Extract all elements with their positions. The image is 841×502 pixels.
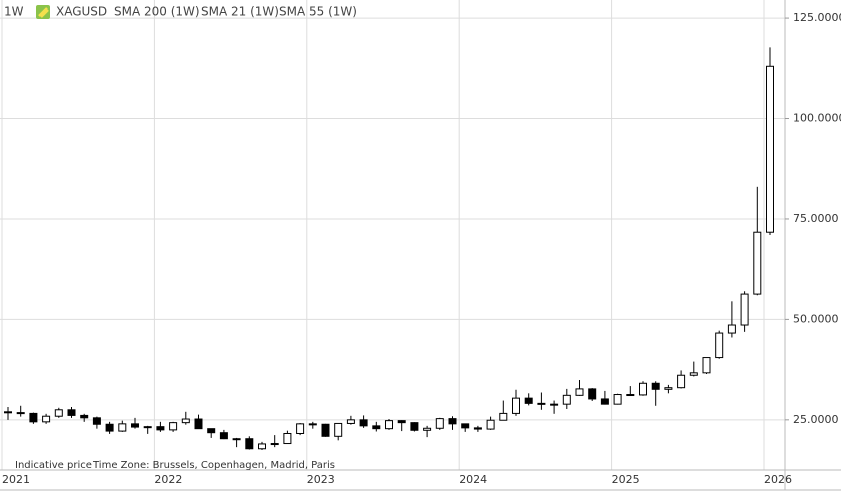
candle-body: [385, 420, 393, 430]
symbol[interactable]: XAGUSD: [56, 5, 107, 19]
candle-body: [54, 409, 63, 417]
candle-body: [397, 420, 406, 424]
candle-body: [321, 423, 330, 437]
timeframe[interactable]: 1W: [4, 5, 24, 19]
candle-body: [219, 432, 228, 440]
indicator[interactable]: SMA 55 (1W): [279, 5, 357, 19]
candle-body: [575, 388, 584, 396]
candle-body: [677, 374, 686, 389]
y-tick-label: 125.0000: [793, 11, 841, 24]
candle-body: [181, 418, 190, 424]
candle-body: [156, 426, 165, 431]
x-tick-label: 2026: [764, 473, 792, 486]
candle-body: [143, 426, 152, 429]
candle-body: [334, 422, 343, 437]
candle-body: [423, 427, 432, 431]
candle-body: [512, 397, 520, 414]
candle-body: [435, 418, 444, 429]
candle-body: [727, 324, 736, 334]
candle-body: [651, 382, 660, 390]
candle-body: [245, 438, 254, 450]
candle-body: [740, 293, 749, 326]
candle-body: [639, 382, 647, 396]
candle-body: [753, 231, 762, 295]
candle-body: [600, 398, 609, 405]
candle-body: [42, 415, 51, 423]
candle-body: [766, 65, 774, 233]
candle-body: [715, 332, 724, 359]
candle-body: [80, 414, 89, 419]
footer-note: Indicative price: [15, 460, 92, 471]
candle-body: [67, 409, 76, 416]
candle-body: [207, 428, 216, 434]
symbol-icon-mark: [38, 7, 49, 18]
x-tick-label: 2023: [307, 473, 335, 486]
candle-body: [346, 419, 355, 424]
candle-body: [486, 419, 495, 430]
candle-body: [118, 423, 127, 432]
candle-body: [169, 422, 178, 431]
candle-body: [550, 403, 559, 406]
candle-body: [588, 388, 597, 400]
candle-body: [664, 387, 673, 390]
candle-body: [461, 423, 470, 429]
candle-body: [626, 394, 635, 397]
candle-body: [410, 422, 419, 431]
x-tick-label: 2025: [612, 473, 640, 486]
candle-body: [613, 394, 622, 405]
time-zone: Time Zone: Brussels, Copenhagen, Madrid,…: [92, 460, 335, 471]
indicator[interactable]: SMA 200 (1W): [114, 5, 200, 19]
candle-body: [499, 412, 508, 421]
candle-body: [359, 419, 368, 427]
candle-body: [283, 432, 292, 445]
candle-body: [448, 418, 457, 425]
candle-body: [16, 412, 25, 415]
candle-body: [232, 438, 241, 441]
candle-body: [372, 425, 381, 430]
candle-body: [308, 423, 317, 426]
candle-body: [194, 418, 203, 430]
indicator[interactable]: SMA 21 (1W): [201, 5, 279, 19]
header: 1W XAGUSD SMA 200 (1W) SMA 21 (1W) SMA 5…: [4, 5, 357, 19]
x-tick-label: 2022: [154, 473, 182, 486]
y-tick-label: 50.0000: [793, 312, 839, 325]
y-tick-label: 75.0000: [793, 212, 839, 225]
candle-body: [537, 402, 546, 405]
candle-body: [131, 423, 139, 428]
candle-body: [702, 357, 711, 374]
candle-body: [562, 394, 571, 405]
candle-body: [92, 417, 101, 425]
candle-body: [4, 411, 12, 414]
y-tick-label: 100.0000: [793, 112, 841, 125]
x-tick-label: 2021: [2, 473, 30, 486]
x-tick-label: 2024: [459, 473, 487, 486]
candle-body: [524, 397, 533, 404]
candle-body: [258, 443, 266, 450]
candle-body: [270, 443, 279, 446]
candle-body: [689, 372, 698, 376]
candle-body: [29, 412, 38, 423]
candle-body: [296, 423, 305, 434]
candle-body: [473, 427, 482, 430]
y-tick-label: 25.0000: [793, 413, 839, 426]
candle-body: [105, 423, 114, 432]
